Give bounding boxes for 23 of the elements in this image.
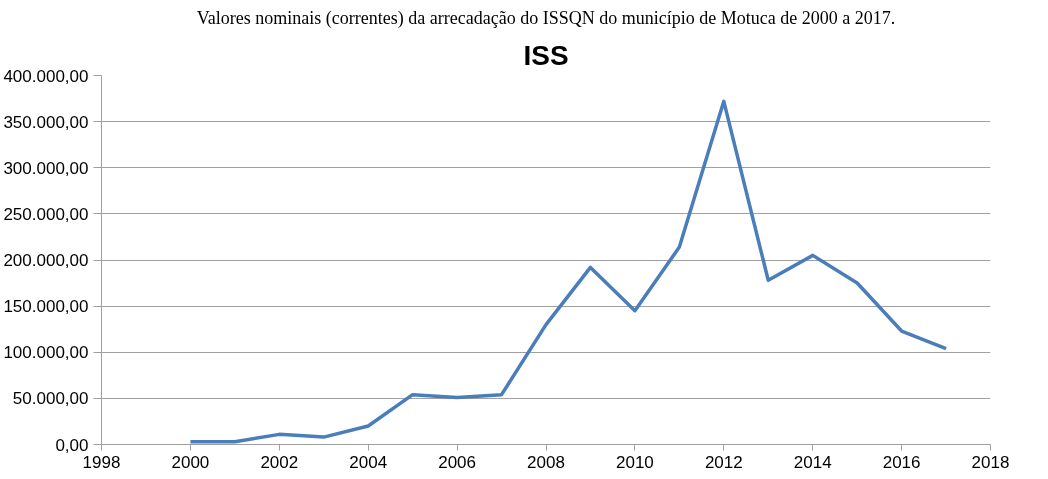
- x-tick-label: 2008: [527, 452, 565, 472]
- x-tick-label: 2000: [171, 452, 210, 472]
- x-tick-label: 2018: [971, 452, 1010, 472]
- y-tick-label: 100.000,00: [3, 343, 89, 363]
- x-tick-label: 1998: [82, 452, 121, 472]
- y-tick-label: 400.000,00: [3, 66, 89, 86]
- x-tick-label: 2016: [882, 452, 921, 472]
- y-tick-label: 350.000,00: [3, 112, 89, 132]
- y-tick-label: 250.000,00: [3, 204, 89, 224]
- x-tick-label: 2006: [438, 452, 477, 472]
- y-tick-label: 50.000,00: [12, 389, 89, 409]
- text: Valores nominais (correntes) da arrecadação do ISSQN do município de Motuca de 2000 a 2017.: [196, 7, 896, 29]
- y-tick-label: 200.000,00: [3, 251, 89, 270]
- y-tick-label: 0,00: [55, 435, 89, 455]
- y-tick-label: 300.000,00: [3, 158, 89, 178]
- x-tick-label: 2014: [793, 452, 832, 472]
- x-tick-label: 2012: [704, 452, 743, 472]
- x-tick-label: 2002: [260, 452, 299, 472]
- line-series: [188, 99, 948, 444]
- x-tick-label: 2010: [615, 452, 654, 472]
- y-tick-label: 150.000,00: [3, 297, 89, 317]
- chart-title: ISS: [523, 39, 569, 71]
- x-tick-label: 2004: [349, 452, 388, 472]
